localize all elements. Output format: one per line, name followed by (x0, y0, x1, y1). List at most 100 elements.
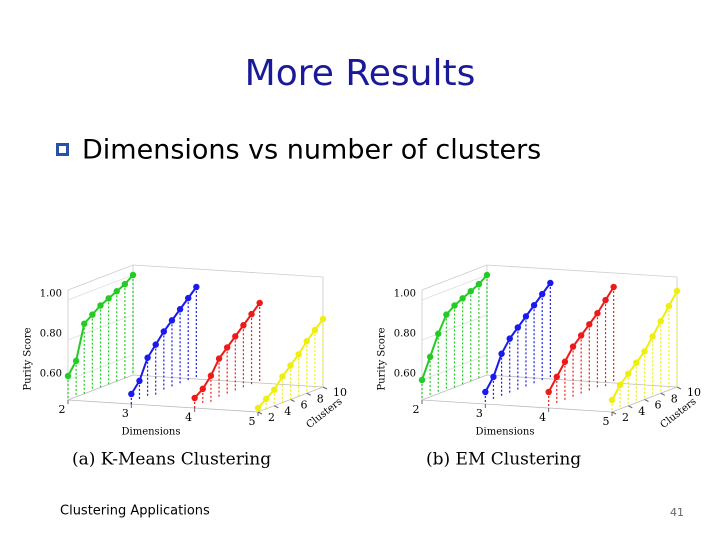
data-point (128, 390, 135, 398)
data-point (616, 381, 624, 389)
y-tick-label: 2 (268, 411, 275, 424)
z-axis-title: Purity Score (377, 327, 388, 390)
x-tick-label: 4 (539, 411, 546, 424)
y-tick (290, 399, 295, 402)
data-point (483, 271, 491, 279)
data-point (418, 376, 426, 384)
box-edge (486, 264, 678, 278)
y-axis-title: Clusters (658, 396, 698, 431)
y-tick (611, 411, 617, 415)
data-point (569, 343, 577, 350)
x-tick-label: 2 (59, 403, 66, 416)
data-point (475, 280, 483, 288)
data-point (232, 333, 239, 340)
footer-text: Clustering Applications (60, 504, 210, 519)
chart-caption: (a) K-Means Clustering (72, 450, 271, 470)
data-point (311, 326, 319, 334)
z-tick-label: 0.80 (40, 329, 62, 340)
data-point (545, 388, 552, 396)
y-tick-label: 8 (317, 392, 324, 405)
data-point (435, 330, 442, 337)
data-point (451, 302, 458, 309)
data-point (426, 353, 434, 361)
x-axis-title: Dimensions (122, 427, 181, 438)
data-point (97, 302, 104, 309)
y-tick-label: 6 (301, 399, 308, 412)
data-point (673, 287, 681, 295)
data-point (144, 354, 151, 361)
data-point (539, 290, 546, 298)
x-tick-label: 4 (185, 411, 192, 424)
data-point (467, 288, 474, 295)
data-point (64, 372, 72, 380)
data-point (665, 302, 673, 310)
box-edge (132, 264, 324, 278)
data-point (553, 373, 560, 381)
data-point (530, 302, 538, 309)
z-tick-label: 0.80 (394, 329, 416, 340)
x-tick-label: 5 (603, 415, 610, 428)
z-tick-label: 0.60 (40, 369, 62, 380)
data-point (522, 313, 530, 320)
data-point (129, 271, 137, 279)
y-tick-label: 8 (671, 392, 678, 405)
box-edge (421, 264, 488, 291)
data-point (610, 283, 617, 291)
data-point (577, 332, 585, 339)
data-point (482, 388, 489, 396)
data-point (547, 279, 554, 287)
data-point (136, 377, 143, 385)
data-point (72, 357, 80, 365)
data-point (215, 355, 223, 362)
y-tick-label: 2 (622, 411, 629, 424)
z-tick-label: 1.00 (394, 289, 416, 300)
data-point (649, 333, 656, 340)
x-axis-title: Dimensions (476, 427, 535, 438)
data-point (152, 341, 159, 348)
y-tick-label: 6 (655, 399, 662, 412)
data-point (168, 317, 176, 324)
data-point (561, 358, 569, 365)
data-point (193, 283, 200, 291)
data-point (506, 335, 513, 342)
data-point (271, 386, 278, 393)
data-point (113, 288, 120, 295)
grid-line (67, 274, 134, 301)
x-tick-label: 3 (476, 407, 483, 420)
data-point (657, 318, 664, 325)
data-point (256, 299, 263, 307)
slide-title: More Results (245, 53, 476, 94)
data-point (594, 310, 601, 317)
data-point (287, 362, 294, 369)
box-edge (67, 264, 134, 291)
data-point (185, 294, 192, 302)
y-tick (274, 405, 279, 409)
data-point (514, 324, 522, 331)
data-point (498, 350, 505, 357)
chart-caption: (b) EM Clustering (426, 450, 581, 470)
data-point (121, 280, 129, 288)
grid-line (421, 274, 488, 301)
data-point (89, 311, 96, 318)
data-point (633, 359, 640, 366)
data-point (199, 385, 206, 393)
data-point (490, 373, 497, 381)
page-number: 41 (670, 506, 684, 519)
data-point (319, 315, 327, 323)
data-point (176, 306, 184, 313)
x-tick-label: 5 (249, 415, 256, 428)
y-tick-label: 10 (687, 386, 701, 399)
data-point (586, 321, 593, 328)
data-point (81, 320, 88, 327)
y-tick (644, 399, 649, 402)
y-tick (676, 386, 682, 390)
data-point (160, 328, 168, 335)
x-tick-label: 2 (413, 403, 420, 416)
y-tick (660, 392, 665, 396)
data-point (254, 404, 262, 412)
x-tick-label: 3 (122, 407, 129, 420)
data-point (459, 295, 466, 302)
y-tick (306, 392, 311, 396)
y-tick (257, 411, 263, 415)
data-point (608, 396, 616, 404)
